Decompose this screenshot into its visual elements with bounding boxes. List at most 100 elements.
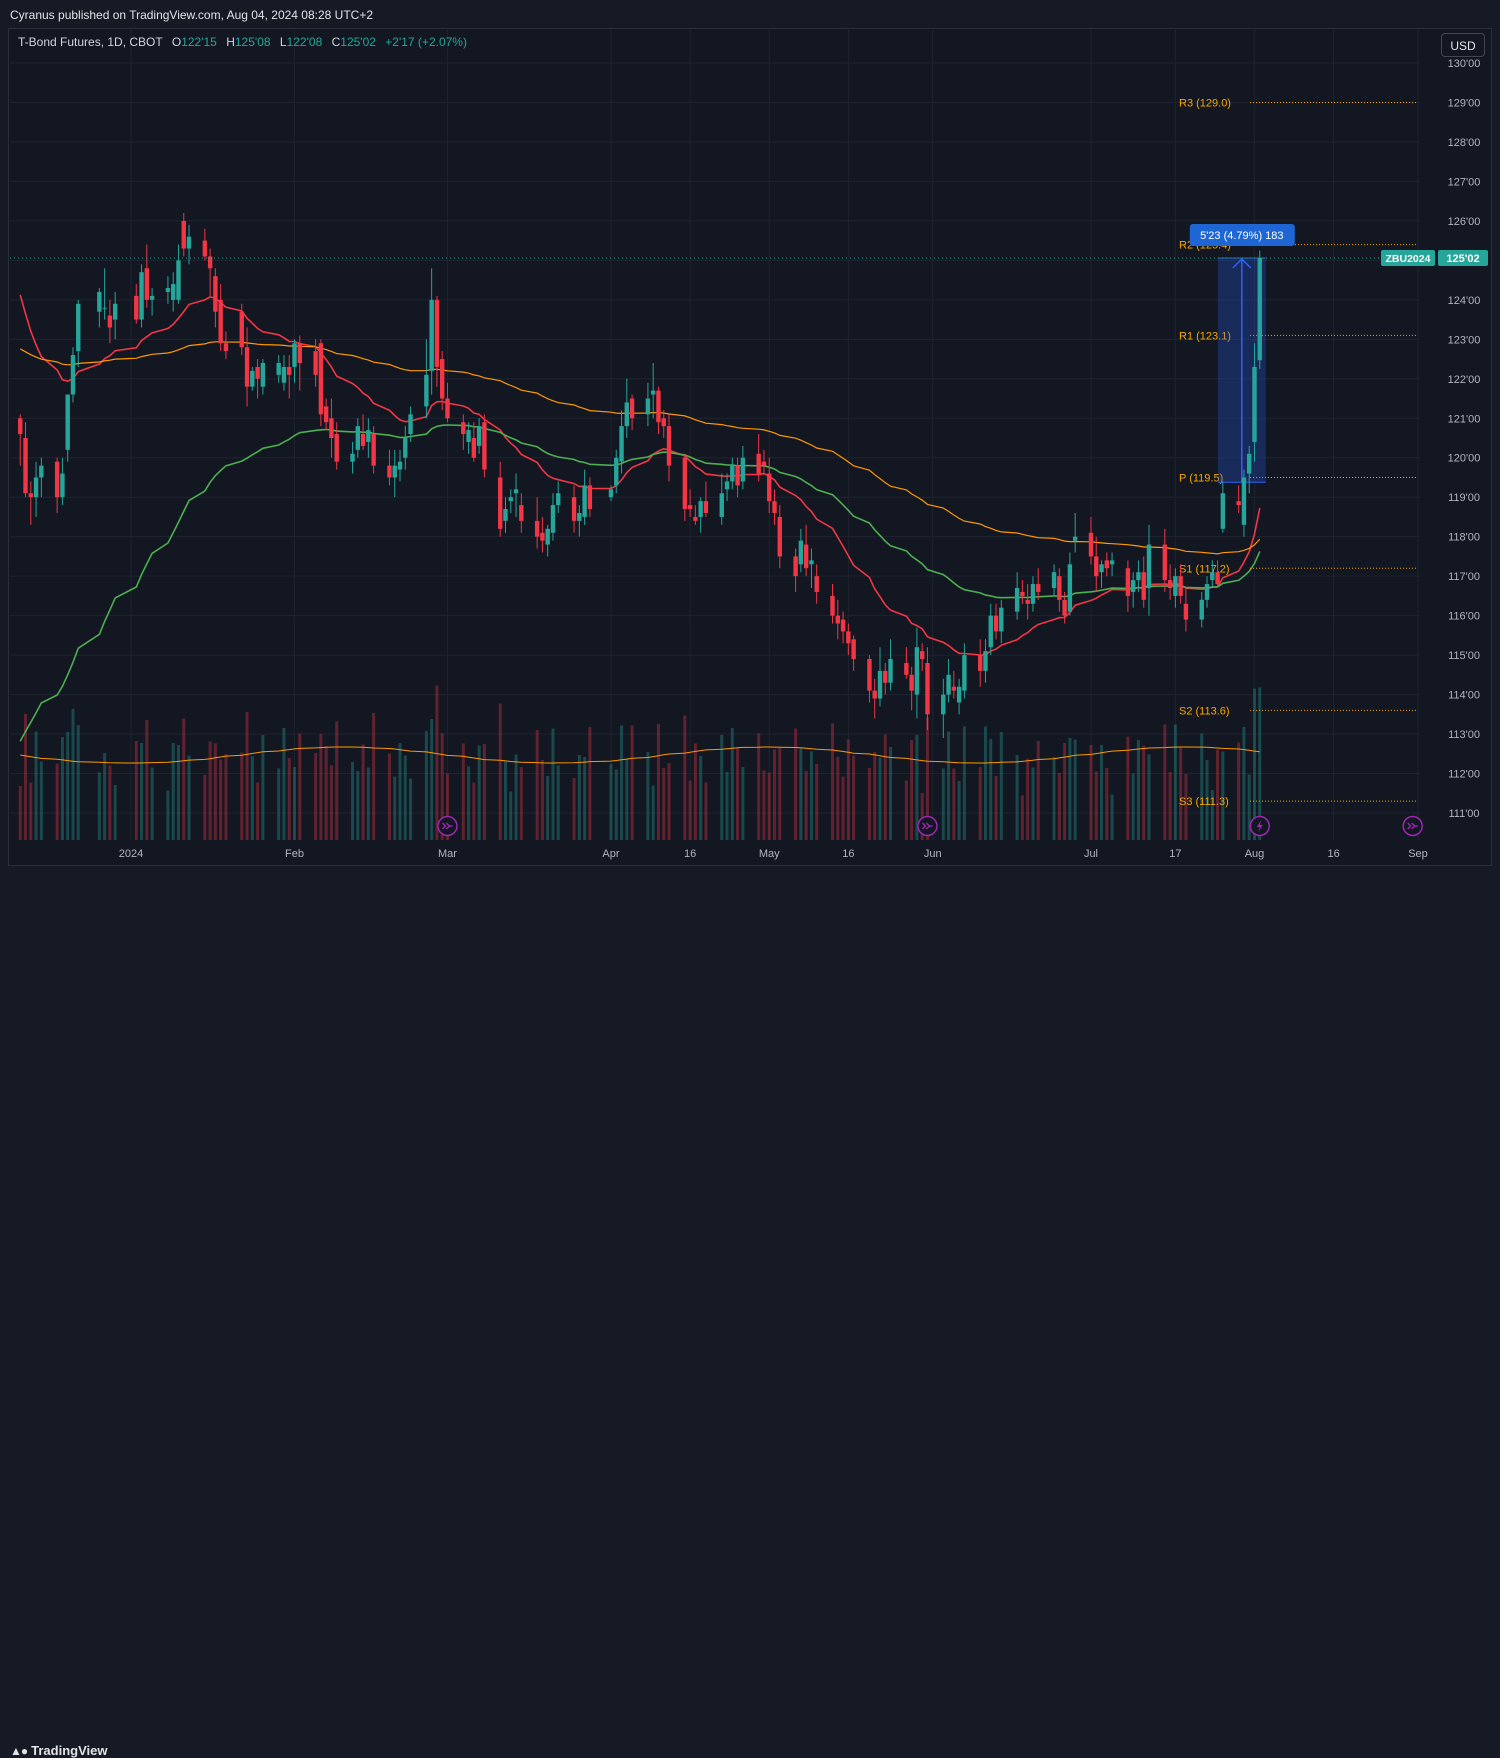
volume-bar (1242, 727, 1246, 840)
volume-bar (1258, 687, 1262, 840)
volume-bar (176, 745, 180, 840)
volume-bar (424, 731, 428, 840)
candle-body (756, 453, 761, 474)
volume-bar (957, 781, 961, 840)
candle-body (1167, 580, 1173, 588)
symbol-name[interactable]: T-Bond Futures, 1D, CBOT (18, 35, 163, 49)
volume-bar (773, 749, 776, 840)
volume-bar (1168, 772, 1172, 840)
volume-bar (630, 725, 634, 840)
candle-body (693, 516, 698, 521)
y-tick-label: 128'00 (1448, 137, 1481, 149)
candle-body (513, 489, 519, 494)
volume-bar (519, 767, 523, 840)
volume-bar (108, 765, 112, 840)
volume-bar (920, 793, 924, 840)
arrow-shape (1407, 822, 1418, 830)
candle-body (60, 473, 65, 498)
candle-body (1162, 544, 1168, 581)
volume-bar (583, 757, 587, 840)
x-tick-label: Mar (438, 848, 457, 860)
volume-bar (551, 728, 555, 840)
volume-bar (387, 753, 391, 840)
pivot-label: S2 (113.6) (1179, 705, 1230, 717)
candle-body (993, 615, 999, 632)
candle-body (1067, 564, 1073, 612)
x-tick-label: Feb (285, 848, 304, 860)
candle-body (297, 343, 302, 363)
volume-bar (55, 763, 59, 840)
high-value: 125'08 (234, 35, 271, 49)
measure-arrowhead (1232, 257, 1252, 269)
event-arrow-icon[interactable] (1402, 815, 1423, 837)
volume-bar (398, 743, 402, 840)
candle-body (914, 647, 920, 695)
volume-bar (725, 772, 729, 840)
volume-bar (329, 765, 333, 840)
volume-bar (614, 769, 618, 840)
volume-bar (815, 764, 819, 840)
candle-body (730, 465, 735, 482)
volume-bar (693, 743, 697, 840)
event-arrow-icon[interactable] (437, 815, 458, 837)
volume-bar (440, 733, 444, 840)
candlestick-chart[interactable]: R3 (129.0)R2 (125.4)R1 (123.1)P (119.5)S… (0, 0, 1500, 902)
candle-body (951, 686, 957, 691)
candle-body (883, 670, 888, 683)
candle-body (461, 422, 466, 435)
volume-bar (535, 730, 539, 840)
y-tick-label: 124'00 (1448, 295, 1481, 307)
pivot-label: S1 (117.2) (1179, 563, 1230, 575)
volume-bar (166, 790, 170, 840)
volume-bar (356, 771, 360, 840)
candle-body (687, 505, 693, 510)
volume-bar (76, 725, 80, 840)
volume-bar (39, 761, 43, 840)
candle-body (577, 513, 582, 521)
y-tick-label: 120'00 (1448, 453, 1481, 465)
candle-body (292, 343, 297, 367)
volume-bar (1068, 738, 1072, 840)
x-tick-label: Jun (924, 848, 942, 860)
top-bar: Cyranus published on TradingView.com, Au… (0, 0, 1500, 28)
candle-body (614, 457, 619, 486)
event-arrow-icon[interactable] (917, 815, 938, 837)
currency-button[interactable]: USD (1441, 33, 1485, 57)
earnings-bolt-icon[interactable] (1249, 815, 1271, 837)
volume-bar (646, 752, 650, 840)
volume-bar (757, 733, 761, 840)
volume-bar (1089, 745, 1093, 840)
volume-bar (361, 744, 365, 840)
volume-bar (219, 759, 223, 840)
y-tick-label: 117'00 (1448, 571, 1480, 583)
candle-body (735, 465, 740, 486)
volume-bar (878, 757, 882, 840)
volume-bar (145, 720, 149, 840)
volume-bar (778, 748, 782, 840)
volume-bar (150, 767, 154, 840)
pivot-label: R1 (123.1) (1179, 330, 1231, 342)
open-value: 122'15 (181, 35, 217, 49)
candle-body (835, 615, 840, 624)
candle-body (1247, 453, 1252, 474)
candle-body (498, 477, 503, 529)
candle-body (941, 694, 946, 715)
chart-frame[interactable] (8, 28, 1492, 866)
candle-body (1072, 536, 1078, 541)
volume-bar (962, 726, 966, 840)
candle-body (107, 315, 113, 328)
volume-bar (335, 721, 339, 840)
volume-bar (989, 739, 993, 840)
volume-bar (620, 725, 624, 840)
candle-body (39, 465, 44, 478)
volume-bar (1131, 773, 1135, 840)
volume-bar (794, 728, 798, 840)
candle-body (1210, 572, 1215, 581)
candle-body (1025, 599, 1030, 604)
footer-bar: ▲● TradingView (0, 866, 1500, 1758)
volume-bar (445, 773, 449, 840)
volume-bar (915, 735, 919, 840)
candle-body (724, 481, 730, 490)
volume-bar (261, 735, 265, 840)
tradingview-logo[interactable]: ▲● TradingView (10, 1743, 107, 1758)
